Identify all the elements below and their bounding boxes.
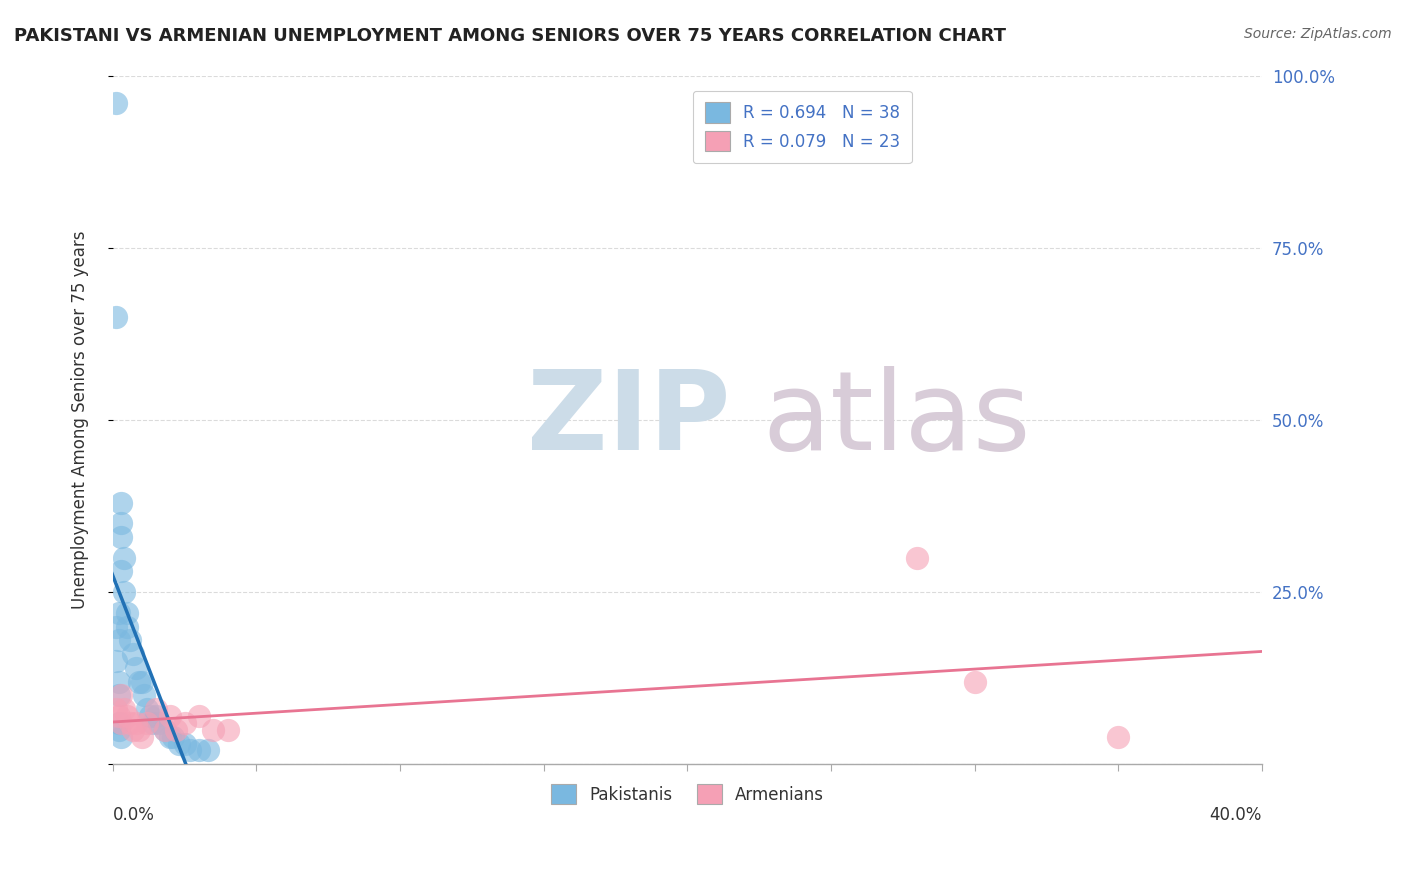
Point	[115, 709, 138, 723]
Point	[142, 715, 165, 730]
Text: PAKISTANI VS ARMENIAN UNEMPLOYMENT AMONG SENIORS OVER 75 YEARS CORRELATION CHART: PAKISTANI VS ARMENIAN UNEMPLOYMENT AMONG…	[14, 27, 1007, 45]
Text: Source: ZipAtlas.com: Source: ZipAtlas.com	[1244, 27, 1392, 41]
Point	[122, 647, 145, 661]
Text: ZIP: ZIP	[527, 367, 730, 474]
Point	[110, 495, 132, 509]
Point	[167, 737, 190, 751]
Point	[120, 633, 142, 648]
Point	[134, 689, 156, 703]
Point	[128, 674, 150, 689]
Point	[110, 516, 132, 531]
Legend: Pakistanis, Armenians: Pakistanis, Armenians	[544, 777, 831, 811]
Point	[107, 715, 129, 730]
Point	[110, 530, 132, 544]
Point	[122, 723, 145, 737]
Point	[112, 585, 135, 599]
Point	[188, 743, 211, 757]
Text: 0.0%: 0.0%	[112, 805, 155, 823]
Point	[217, 723, 239, 737]
Point	[115, 606, 138, 620]
Point	[112, 550, 135, 565]
Point	[159, 709, 181, 723]
Point	[173, 715, 195, 730]
Point	[131, 730, 153, 744]
Point	[107, 723, 129, 737]
Point	[139, 709, 162, 723]
Point	[136, 715, 159, 730]
Point	[104, 702, 127, 716]
Point	[145, 709, 167, 723]
Point	[173, 737, 195, 751]
Point	[136, 702, 159, 716]
Point	[104, 619, 127, 633]
Point	[188, 709, 211, 723]
Point	[112, 702, 135, 716]
Point	[145, 702, 167, 716]
Point	[165, 723, 187, 737]
Text: 40.0%: 40.0%	[1209, 805, 1263, 823]
Y-axis label: Unemployment Among Seniors over 75 years: Unemployment Among Seniors over 75 years	[72, 231, 89, 609]
Point	[110, 565, 132, 579]
Point	[104, 654, 127, 668]
Point	[128, 723, 150, 737]
Point	[153, 723, 176, 737]
Point	[110, 715, 132, 730]
Point	[197, 743, 219, 757]
Point	[107, 689, 129, 703]
Point	[202, 723, 225, 737]
Point	[104, 96, 127, 111]
Point	[110, 730, 132, 744]
Point	[125, 661, 148, 675]
Point	[159, 730, 181, 744]
Text: atlas: atlas	[762, 367, 1031, 474]
Point	[107, 633, 129, 648]
Point	[125, 715, 148, 730]
Point	[104, 310, 127, 324]
Point	[153, 723, 176, 737]
Point	[905, 550, 928, 565]
Point	[120, 715, 142, 730]
Point	[148, 715, 170, 730]
Point	[107, 674, 129, 689]
Point	[107, 709, 129, 723]
Point	[110, 689, 132, 703]
Point	[131, 674, 153, 689]
Point	[1107, 730, 1129, 744]
Point	[115, 619, 138, 633]
Point	[179, 743, 201, 757]
Point	[963, 674, 986, 689]
Point	[162, 730, 184, 744]
Point	[107, 606, 129, 620]
